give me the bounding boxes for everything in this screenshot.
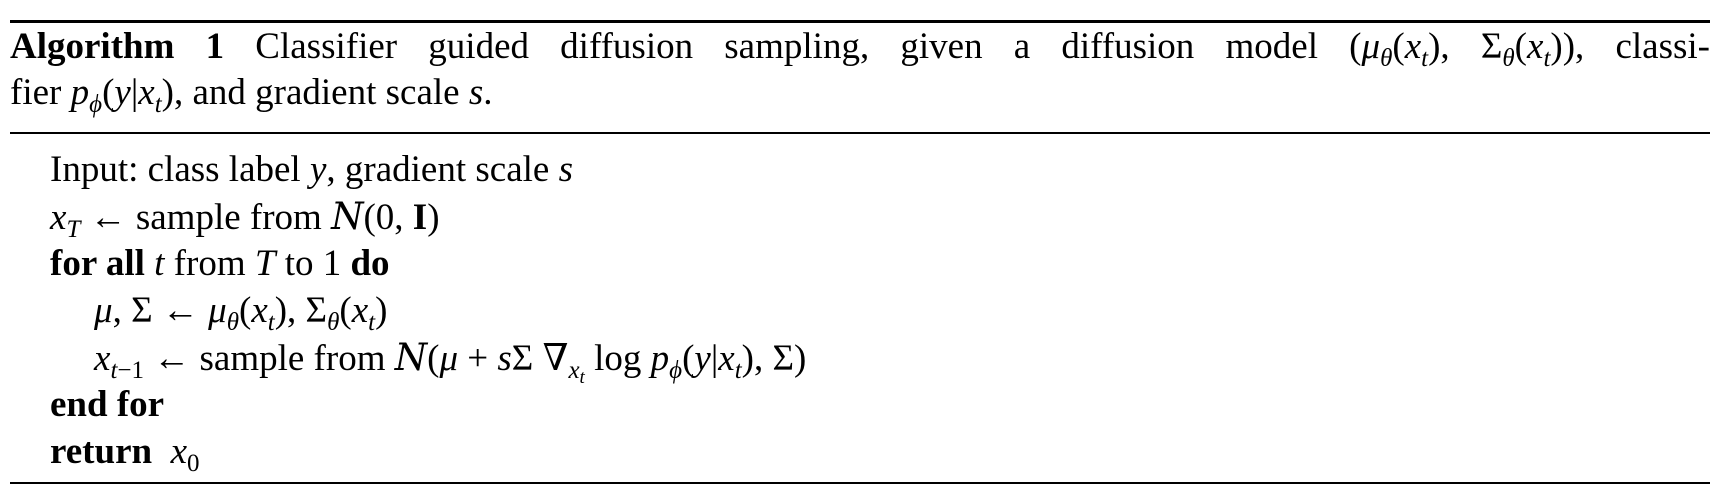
for-all-keyword: for all: [50, 243, 145, 284]
step-init: xT ← sample from N(0, I): [50, 195, 440, 243]
caption-line-2: fier pϕ(y|xt), and gradient scale s.: [10, 72, 493, 118]
to-word: to 1: [284, 243, 342, 284]
algorithm-caption: Algorithm 1 Classifier guided diffusion …: [10, 24, 1711, 118]
sample-from-label-2: sample from: [199, 338, 386, 379]
step-end-for: end for: [50, 381, 806, 428]
input-mid: , gradient scale: [326, 149, 550, 190]
step-input: Input: class label y, gradient scale s: [50, 149, 573, 190]
sample-from-label: sample from: [135, 197, 322, 238]
caption-text-2a: fier: [10, 72, 62, 113]
caption-text-1: Classifier guided diffusion sampling, gi…: [255, 26, 1318, 67]
return-keyword: return: [50, 431, 153, 472]
log-operator: log: [594, 338, 642, 379]
caption-math-2: pϕ(y|xt): [70, 72, 174, 118]
step-return: return x0: [50, 431, 200, 477]
step-predict: μ, Σ ← μθ(xt), Σθ(xt): [94, 290, 388, 336]
step-sample: xt−1 ← sample from N(μ + sΣ ∇xt log pϕ(y…: [94, 336, 807, 388]
caption-text-2b: , and gradient scale: [173, 72, 460, 113]
caption-line-1: Algorithm 1 Classifier guided diffusion …: [10, 24, 1711, 72]
caption-var-s: s: [468, 72, 484, 113]
step-for: for all t from T to 1 do: [50, 243, 390, 284]
top-rule: [10, 20, 1710, 23]
end-for-keyword: end for: [50, 384, 165, 425]
algorithm-label: Algorithm 1: [10, 26, 225, 67]
input-prefix: Input: class label: [50, 149, 301, 190]
do-keyword: do: [350, 243, 390, 284]
caption-math-1: (μθ(xt), Σθ(xt)), classi-: [1349, 26, 1711, 72]
algorithm-body: Input: class label y, gradient scale s x…: [50, 146, 807, 477]
caption-rule: [10, 132, 1710, 134]
bottom-rule: [10, 482, 1710, 484]
from-word: from: [173, 243, 246, 284]
